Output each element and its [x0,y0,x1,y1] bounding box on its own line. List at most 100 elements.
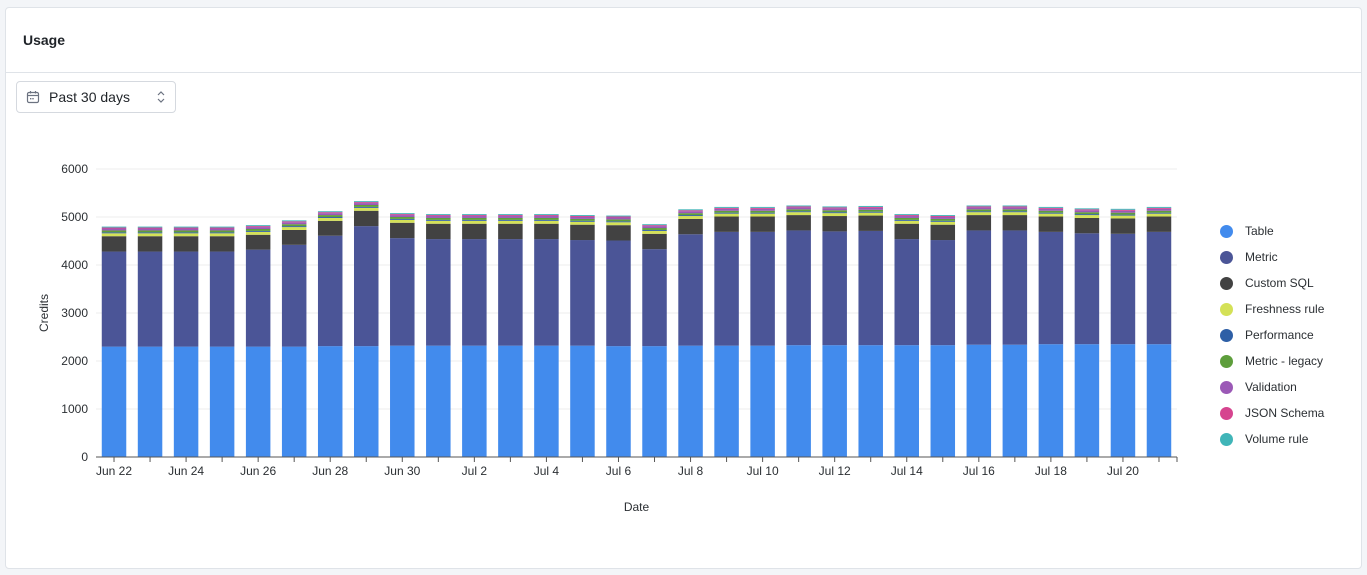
bar-segment [606,216,631,218]
x-tick-label: Jul 6 [606,464,632,478]
bar-segment [1110,215,1136,219]
bar-segment [678,211,703,214]
bar-segment [137,233,163,237]
bar-segment [822,212,847,214]
x-tick-label: Jun 28 [312,464,348,478]
bar-segment [245,230,271,232]
bar-segment [894,215,920,217]
bar-segment [498,223,523,240]
bar-segment [173,346,199,457]
bar-segment [894,219,920,221]
bar-segment [642,229,667,231]
legend-swatch [1220,406,1233,420]
bar-segment [822,345,847,457]
bar-segment [390,213,415,215]
bar-segment [209,346,235,457]
bar-segment [822,206,847,208]
bar-segment [1038,344,1064,457]
bar-segment [678,218,703,235]
bar-segment [786,209,811,212]
calendar-icon [26,90,40,104]
bar-segment [930,215,956,217]
bar-segment [390,238,415,346]
bar-segment [353,201,379,203]
bar-segment [714,210,739,213]
bar-segment [570,218,595,221]
bar-segment [498,239,523,346]
bar-segment [750,210,775,213]
bar-segment [462,219,487,221]
bar-segment [1038,208,1064,211]
bar-segment [209,232,235,234]
bar-segment [858,211,883,213]
bar-segment [426,220,451,224]
bar-segment [678,213,703,216]
x-tick-label: Jul 16 [963,464,995,478]
bar-segment [822,213,847,217]
bar-segment [498,215,523,217]
bar-segment [173,233,199,237]
bar-segment [317,212,343,214]
bar-segment [462,345,487,457]
bar-segment [173,232,199,234]
bar-segment [786,230,811,346]
x-tick-label: Jul 14 [891,464,923,478]
bar-segment [714,207,739,209]
bar-segment [894,217,920,220]
legend-item[interactable]: JSON Schema [1220,400,1324,426]
legend-item[interactable]: Metric [1220,244,1324,270]
bar-segment [750,207,775,209]
bar-segment [750,208,775,211]
bar-segment [353,346,379,457]
bar-segment [1038,210,1064,213]
legend-item[interactable]: Validation [1220,374,1324,400]
bar-segment [1074,215,1100,218]
legend-label: Metric [1245,250,1278,264]
y-axis-label: Credits [37,294,51,332]
bar-segment [534,215,559,217]
bar-segment [353,206,379,208]
date-range-select[interactable]: Past 30 days [16,81,176,113]
bar-segment [498,345,523,457]
legend-item[interactable]: Metric - legacy [1220,348,1324,374]
bar-segment [462,220,487,224]
bar-segment [101,232,127,234]
bar-segment [426,217,451,220]
bar-segment [209,227,235,229]
bar-segment [1110,218,1136,234]
bar-segment [570,217,595,219]
legend-item[interactable]: Freshness rule [1220,296,1324,322]
bar-segment [606,346,631,457]
bar-segment [642,225,667,227]
bar-segment [462,214,487,216]
bar-segment [353,226,379,347]
bar-segment [101,236,127,252]
legend-swatch [1220,354,1233,368]
bar-segment [858,345,883,457]
legend-item[interactable]: Volume rule [1220,426,1324,452]
legend-item[interactable]: Table [1220,218,1324,244]
bar-segment [426,214,451,216]
x-tick-label: Jul 12 [819,464,851,478]
legend-item[interactable]: Custom SQL [1220,270,1324,296]
x-tick-label: Jul 2 [462,464,488,478]
bar-segment [1146,231,1172,345]
bar-segment [390,345,415,457]
bar-segment [173,228,199,231]
bar-segment [966,206,992,208]
bar-segment [390,217,415,219]
bar-segment [786,207,811,210]
bar-segment [858,212,883,216]
bar-segment [678,215,703,217]
bar-segment [137,227,163,229]
bar-segment [966,344,992,457]
bar-segment [786,211,811,213]
legend-swatch [1220,432,1233,446]
bar-segment [642,249,667,347]
legend-item[interactable]: Performance [1220,322,1324,348]
bar-segment [786,205,811,207]
bar-segment [137,251,163,347]
bar-segment [678,209,703,211]
date-range-value: Past 30 days [49,89,130,105]
chevron-up-down-icon [156,90,166,104]
